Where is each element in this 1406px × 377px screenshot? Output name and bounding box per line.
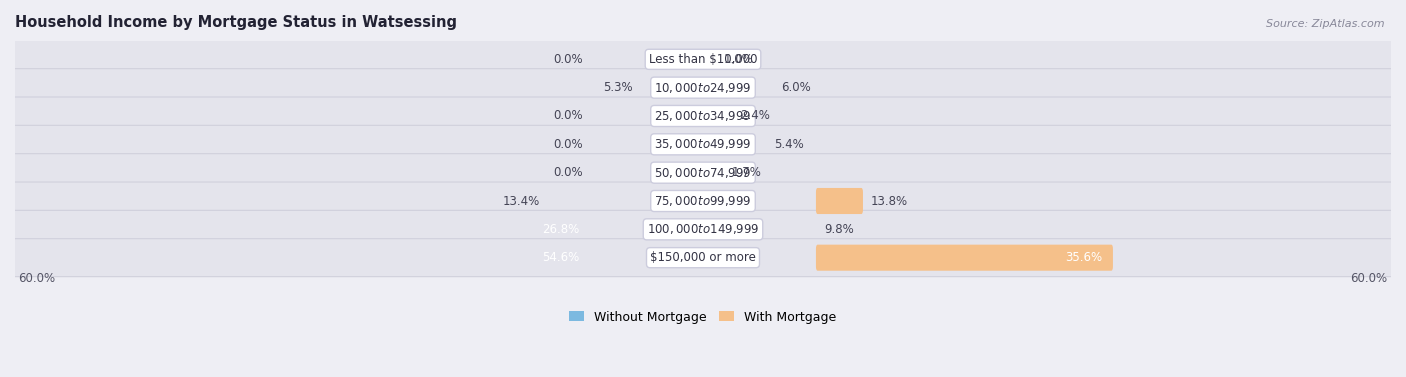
Text: 0.0%: 0.0% — [553, 138, 582, 151]
Text: 0.0%: 0.0% — [553, 53, 582, 66]
Text: Household Income by Mortgage Status in Watsessing: Household Income by Mortgage Status in W… — [15, 15, 457, 30]
Text: $75,000 to $99,999: $75,000 to $99,999 — [654, 194, 752, 208]
FancyBboxPatch shape — [11, 125, 1395, 163]
Text: 13.4%: 13.4% — [503, 195, 540, 207]
Text: 35.6%: 35.6% — [1064, 251, 1102, 264]
FancyBboxPatch shape — [815, 188, 863, 214]
FancyBboxPatch shape — [11, 210, 1395, 248]
Text: $10,000 to $24,999: $10,000 to $24,999 — [654, 81, 752, 95]
Text: $100,000 to $149,999: $100,000 to $149,999 — [647, 222, 759, 236]
Text: 0.0%: 0.0% — [553, 166, 582, 179]
Text: 0.0%: 0.0% — [553, 109, 582, 123]
Text: 13.8%: 13.8% — [870, 195, 907, 207]
Text: 60.0%: 60.0% — [18, 273, 56, 285]
Text: Less than $10,000: Less than $10,000 — [648, 53, 758, 66]
FancyBboxPatch shape — [11, 182, 1395, 220]
Text: 5.4%: 5.4% — [775, 138, 804, 151]
FancyBboxPatch shape — [815, 245, 1114, 271]
Text: 60.0%: 60.0% — [1350, 273, 1388, 285]
Text: 5.3%: 5.3% — [603, 81, 633, 94]
FancyBboxPatch shape — [11, 239, 1395, 277]
Legend: Without Mortgage, With Mortgage: Without Mortgage, With Mortgage — [564, 305, 842, 328]
Text: 6.0%: 6.0% — [780, 81, 811, 94]
Text: $35,000 to $49,999: $35,000 to $49,999 — [654, 137, 752, 151]
Text: 9.8%: 9.8% — [824, 223, 855, 236]
Text: 26.8%: 26.8% — [541, 223, 579, 236]
Text: $25,000 to $34,999: $25,000 to $34,999 — [654, 109, 752, 123]
Text: $150,000 or more: $150,000 or more — [650, 251, 756, 264]
Text: 54.6%: 54.6% — [541, 251, 579, 264]
Text: 1.7%: 1.7% — [731, 166, 762, 179]
Text: $50,000 to $74,999: $50,000 to $74,999 — [654, 166, 752, 180]
Text: 1.0%: 1.0% — [724, 53, 754, 66]
Text: 2.4%: 2.4% — [740, 109, 769, 123]
Text: Source: ZipAtlas.com: Source: ZipAtlas.com — [1267, 19, 1385, 29]
FancyBboxPatch shape — [11, 154, 1395, 192]
FancyBboxPatch shape — [11, 97, 1395, 135]
FancyBboxPatch shape — [11, 40, 1395, 78]
FancyBboxPatch shape — [11, 69, 1395, 107]
